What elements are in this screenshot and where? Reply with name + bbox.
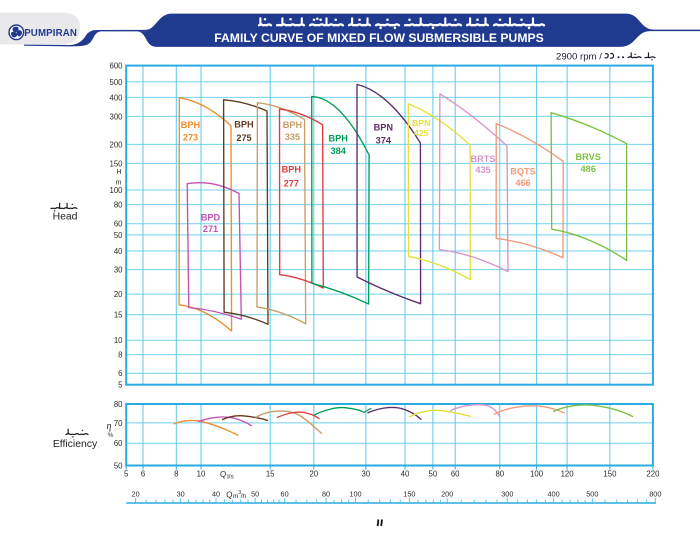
svg-text:PUMPIRAN: PUMPIRAN — [24, 28, 77, 39]
svg-text:80: 80 — [114, 201, 123, 210]
svg-text:40: 40 — [401, 470, 410, 479]
svg-text:200: 200 — [441, 489, 453, 498]
svg-text:120: 120 — [561, 470, 575, 479]
svg-text:40: 40 — [212, 489, 220, 498]
svg-text:BQTS: BQTS — [510, 167, 536, 177]
svg-text:5: 5 — [118, 381, 123, 390]
svg-text:η: η — [107, 421, 112, 432]
svg-text:Efficiency: Efficiency — [53, 439, 98, 450]
svg-text:50: 50 — [114, 462, 123, 471]
svg-text:80: 80 — [322, 489, 330, 498]
svg-text:FAMILY CURVE OF MIXED FLOW SUB: FAMILY CURVE OF MIXED FLOW SUBMERSIBLE P… — [214, 31, 544, 45]
svg-text:60: 60 — [114, 439, 123, 448]
svg-text:374: 374 — [376, 135, 392, 145]
svg-text:Head: Head — [53, 211, 78, 222]
svg-text:Q: Q — [220, 470, 226, 479]
svg-text:6: 6 — [141, 470, 145, 479]
svg-text:50: 50 — [251, 489, 259, 498]
svg-text:500: 500 — [109, 78, 123, 87]
svg-text:80: 80 — [114, 400, 123, 409]
svg-text:BPH: BPH — [181, 120, 201, 130]
svg-text:BPH: BPH — [282, 165, 302, 175]
svg-text:BPH: BPH — [283, 120, 303, 130]
svg-text:m: m — [233, 493, 238, 500]
svg-text:271: 271 — [203, 224, 218, 234]
svg-text:600: 600 — [109, 62, 123, 71]
svg-text:BRTS: BRTS — [470, 154, 495, 164]
svg-text:l/s: l/s — [227, 474, 234, 481]
svg-text:m: m — [116, 179, 122, 186]
svg-text:60: 60 — [451, 470, 460, 479]
svg-text:275: 275 — [236, 133, 251, 143]
svg-text:100: 100 — [109, 186, 123, 195]
svg-text:220: 220 — [646, 470, 660, 479]
svg-text:8: 8 — [118, 351, 122, 360]
svg-text:300: 300 — [501, 489, 513, 498]
svg-text:150: 150 — [603, 470, 617, 479]
svg-text:Q: Q — [226, 491, 232, 500]
svg-text:%: % — [108, 432, 114, 439]
svg-text:466: 466 — [515, 178, 530, 188]
svg-text:30: 30 — [177, 489, 185, 498]
svg-text:486: 486 — [581, 164, 596, 174]
svg-text:200: 200 — [109, 140, 123, 149]
svg-text:20: 20 — [309, 470, 318, 479]
svg-text:20: 20 — [114, 290, 123, 299]
svg-text:15: 15 — [266, 470, 275, 479]
svg-text:425: 425 — [414, 128, 429, 138]
svg-text:400: 400 — [109, 93, 123, 102]
svg-text:6: 6 — [118, 369, 122, 378]
svg-text:BRVS: BRVS — [576, 152, 601, 162]
svg-text:80: 80 — [495, 470, 504, 479]
svg-text:384: 384 — [331, 146, 347, 156]
svg-text:BPN: BPN — [412, 118, 430, 128]
svg-text:20: 20 — [132, 489, 140, 498]
svg-text:335: 335 — [285, 132, 300, 142]
svg-text:H: H — [116, 169, 121, 176]
svg-text:400: 400 — [548, 489, 560, 498]
svg-text:3: 3 — [238, 490, 241, 496]
svg-text:5: 5 — [124, 470, 129, 479]
svg-text:70: 70 — [114, 419, 123, 428]
svg-text:50: 50 — [429, 470, 438, 479]
svg-text:15: 15 — [114, 311, 123, 320]
svg-text:2900 rpm /: 2900 rpm / — [556, 52, 602, 63]
svg-text:500: 500 — [586, 489, 598, 498]
svg-text:BPH: BPH — [328, 133, 348, 143]
svg-text:BPD: BPD — [201, 212, 221, 222]
svg-text:BPH: BPH — [234, 119, 254, 129]
svg-text:150: 150 — [403, 489, 415, 498]
svg-text:150: 150 — [109, 159, 123, 168]
svg-text:30: 30 — [114, 266, 123, 275]
svg-text:100: 100 — [530, 470, 544, 479]
svg-text:60: 60 — [281, 489, 289, 498]
svg-text:435: 435 — [475, 165, 490, 175]
svg-text:50: 50 — [114, 231, 123, 240]
svg-text:60: 60 — [114, 220, 123, 229]
svg-text:10: 10 — [114, 336, 123, 345]
svg-text:277: 277 — [284, 178, 299, 188]
svg-text:BPN: BPN — [374, 122, 394, 132]
svg-text:40: 40 — [114, 247, 123, 256]
svg-text:273: 273 — [183, 132, 198, 142]
svg-text:100: 100 — [349, 489, 361, 498]
svg-text:30: 30 — [362, 470, 371, 479]
svg-text:300: 300 — [109, 112, 123, 121]
svg-text:10: 10 — [197, 470, 206, 479]
svg-text:800: 800 — [649, 489, 661, 498]
svg-text:/h: /h — [241, 493, 247, 500]
svg-text:8: 8 — [174, 470, 178, 479]
